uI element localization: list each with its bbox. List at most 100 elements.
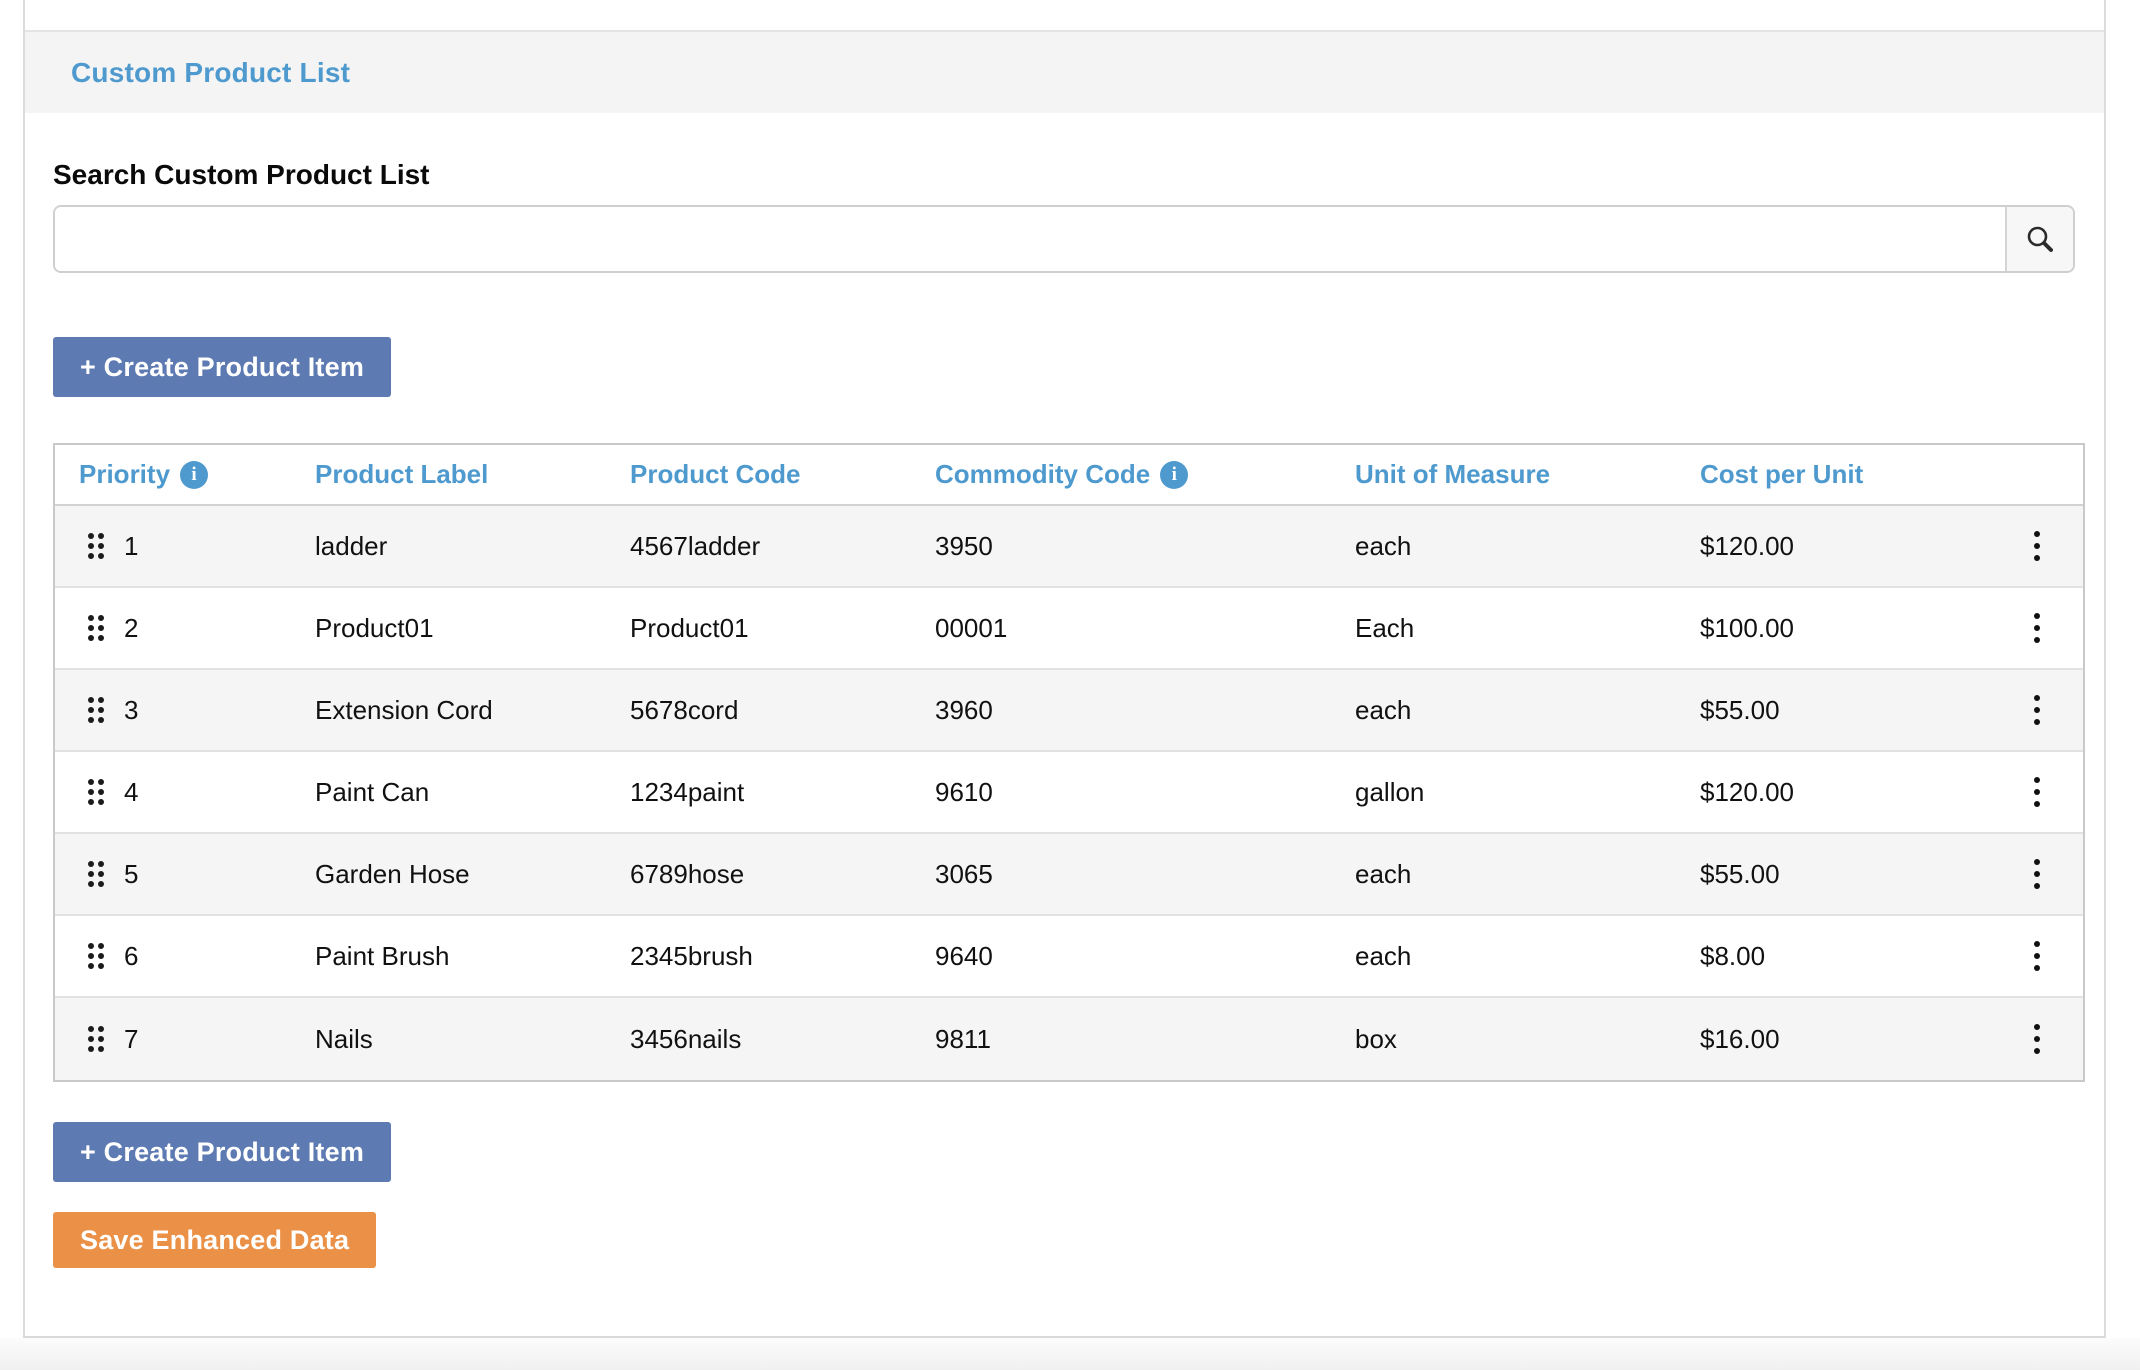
product-code-cell: 2345brush <box>630 940 753 971</box>
priority-cell: 3 <box>55 695 305 726</box>
row-menu-kebab-icon[interactable] <box>2022 687 2052 733</box>
save-enhanced-data-button[interactable]: Save Enhanced Data <box>53 1212 377 1268</box>
row-menu-kebab-icon[interactable] <box>2022 769 2052 815</box>
product-code-cell: 1234paint <box>630 776 745 807</box>
product-code-cell: 5678cord <box>630 694 739 725</box>
row-menu-kebab-icon[interactable] <box>2022 523 2052 569</box>
product-label-cell: Nails <box>315 1023 373 1054</box>
table-row: 5 Garden Hose 6789hose 3065 each $55.00 <box>55 834 2083 916</box>
custom-product-list-panel: Custom Product List Search Custom Produc… <box>23 0 2106 1338</box>
table-row: 2 Product01 Product01 00001 Each $100.00 <box>55 588 2083 670</box>
column-header-commodity-code: Commodity Code i <box>925 459 1345 490</box>
priority-info-icon[interactable]: i <box>180 460 209 489</box>
column-header-product-code-text: Product Code <box>630 459 801 489</box>
search-button[interactable] <box>2005 207 2073 271</box>
product-code-cell: 3456nails <box>630 1023 742 1054</box>
drag-handle-icon[interactable] <box>88 615 104 641</box>
table-row: 7 Nails 3456nails 9811 box $16.00 <box>55 998 2083 1080</box>
unit-of-measure-cell: each <box>1355 858 1412 889</box>
cost-per-unit-cell: $16.00 <box>1700 1023 1780 1054</box>
cost-per-unit-cell: $55.00 <box>1700 858 1780 889</box>
cost-per-unit-cell: $120.00 <box>1700 776 1794 807</box>
row-actions-cell <box>1980 933 2083 979</box>
priority-value: 6 <box>124 940 139 971</box>
priority-cell: 7 <box>55 1024 305 1055</box>
product-label-cell: Paint Brush <box>315 940 450 971</box>
product-table: Priority i Product Label Product Code Co… <box>53 443 2085 1082</box>
unit-of-measure-cell: box <box>1355 1023 1397 1054</box>
commodity-code-cell: 9811 <box>935 1023 991 1054</box>
row-menu-kebab-icon[interactable] <box>2022 851 2052 897</box>
row-menu-kebab-icon[interactable] <box>2022 1016 2052 1062</box>
row-actions-cell <box>1980 1016 2083 1062</box>
table-row: 6 Paint Brush 2345brush 9640 each $8.00 <box>55 916 2083 998</box>
row-menu-kebab-icon[interactable] <box>2022 933 2052 979</box>
cost-per-unit-cell: $8.00 <box>1700 940 1766 971</box>
priority-cell: 5 <box>55 859 305 890</box>
page-footer-strip <box>0 1338 2140 1370</box>
product-code-cell: 6789hose <box>630 858 745 889</box>
row-actions-cell <box>1980 687 2083 733</box>
priority-cell: 2 <box>55 613 305 644</box>
column-header-priority: Priority i <box>55 459 305 490</box>
table-row: 4 Paint Can 1234paint 9610 gallon $120.0… <box>55 752 2083 834</box>
table-row: 3 Extension Cord 5678cord 3960 each $55.… <box>55 670 2083 752</box>
cost-per-unit-cell: $100.00 <box>1700 612 1794 643</box>
commodity-code-info-icon[interactable]: i <box>1160 460 1189 489</box>
unit-of-measure-cell: gallon <box>1355 776 1425 807</box>
unit-of-measure-cell: Each <box>1355 612 1415 643</box>
panel-body: Search Custom Product List + Create Prod… <box>25 159 2104 1268</box>
priority-value: 4 <box>124 776 139 807</box>
drag-handle-icon[interactable] <box>88 779 104 805</box>
row-actions-cell <box>1980 769 2083 815</box>
row-menu-kebab-icon[interactable] <box>2022 605 2052 651</box>
commodity-code-cell: 3960 <box>935 694 993 725</box>
create-product-item-button-bottom[interactable]: + Create Product Item <box>53 1122 392 1182</box>
drag-handle-icon[interactable] <box>88 697 104 723</box>
panel-top-spacer <box>25 0 2104 30</box>
cost-per-unit-cell: $55.00 <box>1700 694 1780 725</box>
commodity-code-cell: 9610 <box>935 776 993 807</box>
priority-value: 5 <box>124 858 139 889</box>
column-header-product-label-text: Product Label <box>315 459 489 489</box>
page-title: Custom Product List <box>71 56 351 88</box>
row-actions-cell <box>1980 605 2083 651</box>
priority-value: 7 <box>124 1023 139 1054</box>
product-code-cell: 4567ladder <box>630 530 761 561</box>
unit-of-measure-cell: each <box>1355 940 1412 971</box>
priority-cell: 1 <box>55 531 305 562</box>
cost-per-unit-cell: $120.00 <box>1700 530 1794 561</box>
commodity-code-cell: 9640 <box>935 940 993 971</box>
priority-value: 1 <box>124 530 139 561</box>
product-label-cell: Extension Cord <box>315 694 493 725</box>
product-code-cell: Product01 <box>630 612 749 643</box>
product-label-cell: Product01 <box>315 612 434 643</box>
drag-handle-icon[interactable] <box>88 861 104 887</box>
priority-cell: 6 <box>55 941 305 972</box>
unit-of-measure-cell: each <box>1355 694 1412 725</box>
priority-cell: 4 <box>55 777 305 808</box>
column-header-unit-of-measure-text: Unit of Measure <box>1355 459 1551 489</box>
create-product-item-button-top[interactable]: + Create Product Item <box>53 337 392 397</box>
column-header-commodity-code-text: Commodity Code <box>935 459 1151 489</box>
priority-value: 3 <box>124 694 139 725</box>
column-header-unit-of-measure: Unit of Measure <box>1345 459 1690 490</box>
table-header-row: Priority i Product Label Product Code Co… <box>55 445 2083 506</box>
panel-header: Custom Product List <box>25 30 2104 113</box>
drag-handle-icon[interactable] <box>88 943 104 969</box>
drag-handle-icon[interactable] <box>88 533 104 559</box>
search-input[interactable] <box>55 207 2005 271</box>
priority-value: 2 <box>124 612 139 643</box>
row-actions-cell <box>1980 523 2083 569</box>
column-header-priority-label: Priority <box>79 459 171 489</box>
drag-handle-icon[interactable] <box>88 1026 104 1052</box>
product-label-cell: ladder <box>315 530 388 561</box>
unit-of-measure-cell: each <box>1355 530 1412 561</box>
table-body: 1 ladder 4567ladder 3950 each $120.00 <box>55 506 2083 1080</box>
product-label-cell: Paint Can <box>315 776 430 807</box>
column-header-product-label: Product Label <box>305 459 620 490</box>
column-header-product-code: Product Code <box>620 459 925 490</box>
table-row: 1 ladder 4567ladder 3950 each $120.00 <box>55 506 2083 588</box>
search-group <box>53 205 2075 273</box>
row-actions-cell <box>1980 851 2083 897</box>
